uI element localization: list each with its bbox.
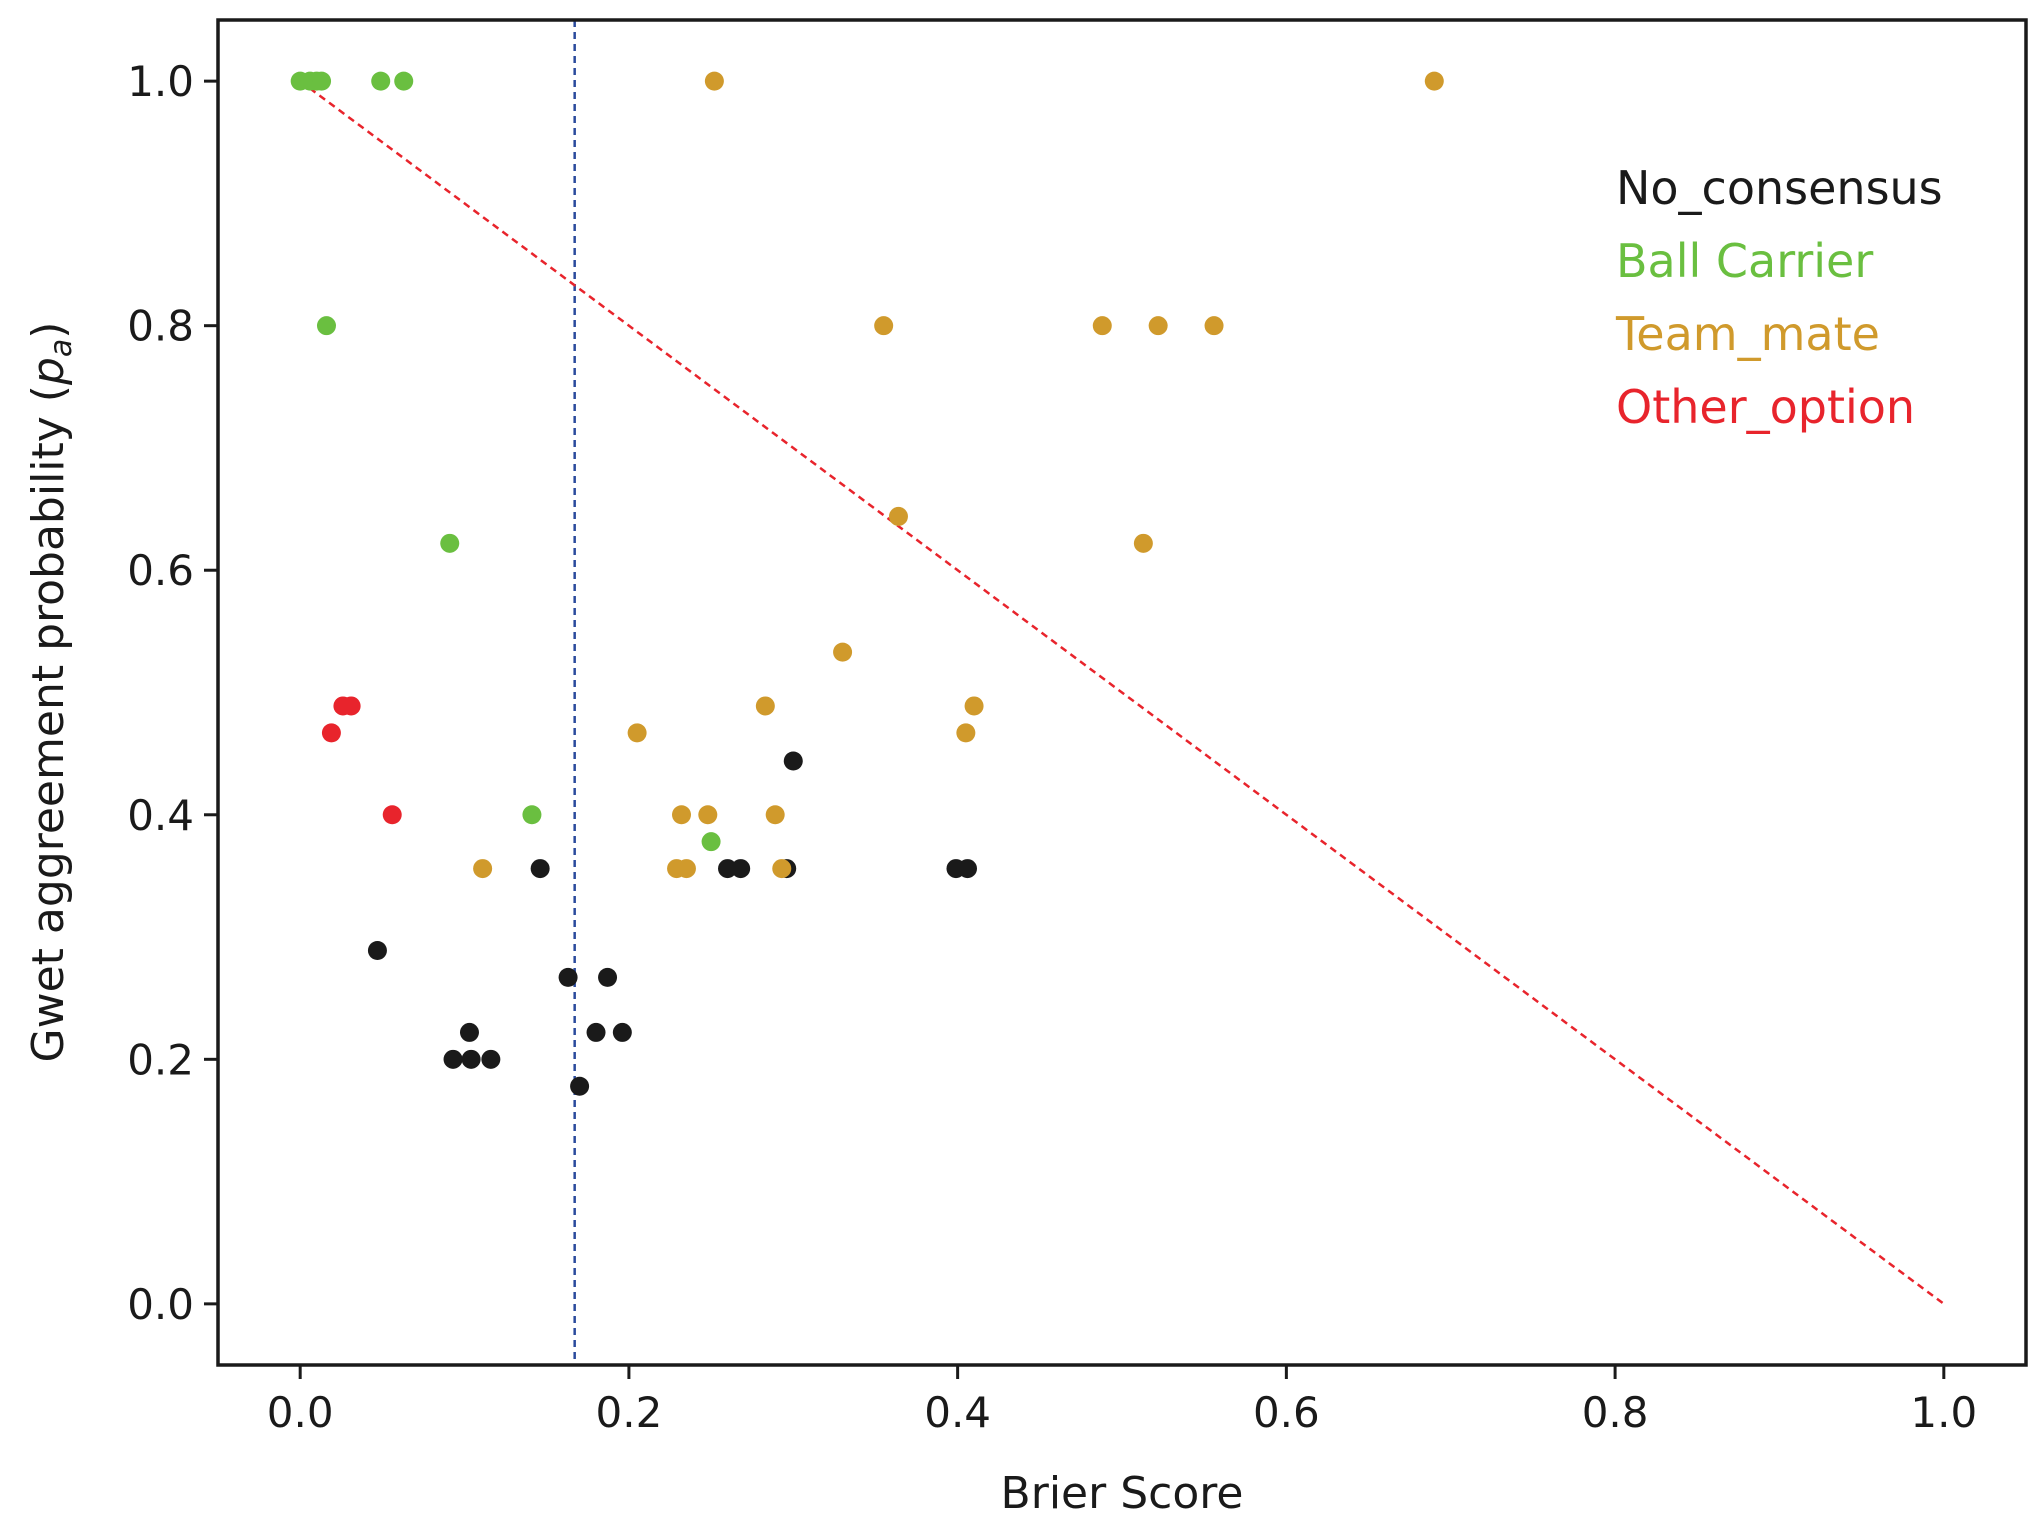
point-no-consensus (598, 967, 618, 987)
x-axis-ticks: 0.0 0.2 0.4 0.6 0.8 1.0 (267, 1365, 1977, 1437)
y-tick-label: 0.0 (127, 1280, 194, 1329)
point-no-consensus (530, 859, 550, 879)
point-ball-carrier (522, 805, 542, 825)
point-no-consensus (612, 1022, 632, 1042)
point-no-consensus (731, 859, 751, 879)
x-tick-label: 0.6 (1253, 1388, 1320, 1437)
point-no-consensus (957, 859, 977, 879)
data-points (290, 71, 1444, 1096)
point-no-consensus (558, 967, 578, 987)
point-team-mate (1424, 71, 1444, 91)
point-ball-carrier (701, 832, 721, 852)
point-ball-carrier (394, 71, 414, 91)
point-team-mate (956, 723, 976, 743)
point-team-mate (1133, 533, 1153, 553)
x-tick-label: 0.2 (596, 1388, 663, 1437)
point-team-mate (765, 805, 785, 825)
diagonal-reference-line (299, 80, 1945, 1305)
x-axis-label: Brier Score (1001, 1468, 1244, 1519)
point-team-mate (676, 859, 696, 879)
point-team-mate (772, 859, 792, 879)
point-no-consensus (443, 1049, 463, 1069)
point-team-mate (874, 316, 894, 336)
y-tick-label: 0.8 (127, 302, 194, 351)
point-no-consensus (461, 1049, 481, 1069)
point-team-mate (1092, 316, 1112, 336)
point-ball-carrier (316, 316, 336, 336)
point-team-mate (1148, 316, 1168, 336)
point-no-consensus (459, 1022, 479, 1042)
point-other-option (341, 696, 361, 716)
point-team-mate (1204, 316, 1224, 336)
reference-lines (299, 20, 1945, 1365)
point-no-consensus (783, 751, 803, 771)
point-team-mate (672, 805, 692, 825)
legend-entry: Team_mate (1615, 307, 1880, 361)
x-tick-label: 1.0 (1910, 1388, 1977, 1437)
point-team-mate (704, 71, 724, 91)
point-no-consensus (718, 859, 738, 879)
x-tick-label: 0.0 (267, 1388, 334, 1437)
y-tick-label: 0.4 (127, 791, 194, 840)
point-other-option (382, 805, 402, 825)
y-axis-label: Gwet aggreement probability (pa) (23, 322, 79, 1063)
y-axis-ticks: 0.0 0.2 0.4 0.6 0.8 1.0 (127, 57, 218, 1329)
y-tick-label: 0.6 (127, 546, 194, 595)
y-axis-label-symbol: p (23, 357, 74, 386)
point-team-mate (473, 859, 493, 879)
point-team-mate (833, 642, 853, 662)
point-ball-carrier (371, 71, 391, 91)
point-ball-carrier (440, 533, 460, 553)
point-no-consensus (586, 1022, 606, 1042)
legend-entry: Ball Carrier (1616, 234, 1873, 288)
y-axis-label-subscript: a (44, 339, 79, 357)
point-team-mate (698, 805, 718, 825)
point-team-mate (755, 696, 775, 716)
x-tick-label: 0.4 (924, 1388, 991, 1437)
legend: No_consensus Ball Carrier Team_mate Other_o… (1615, 161, 1943, 434)
point-no-consensus (367, 940, 387, 960)
point-team-mate (964, 696, 984, 716)
y-axis-label-close: ) (23, 322, 74, 339)
y-tick-label: 0.2 (127, 1035, 194, 1084)
y-axis-label-text: Gwet aggreement probability ( (23, 385, 74, 1062)
plot-frame (216, 18, 2028, 1367)
point-no-consensus (570, 1076, 590, 1096)
point-team-mate (888, 506, 908, 526)
point-no-consensus (481, 1049, 501, 1069)
point-ball-carrier (312, 71, 332, 91)
point-other-option (321, 723, 341, 743)
legend-entry: No_consensus (1616, 161, 1943, 215)
x-tick-label: 0.8 (1582, 1388, 1649, 1437)
legend-entry: Other_option (1616, 380, 1915, 434)
point-team-mate (627, 723, 647, 743)
y-tick-label: 1.0 (127, 57, 194, 106)
